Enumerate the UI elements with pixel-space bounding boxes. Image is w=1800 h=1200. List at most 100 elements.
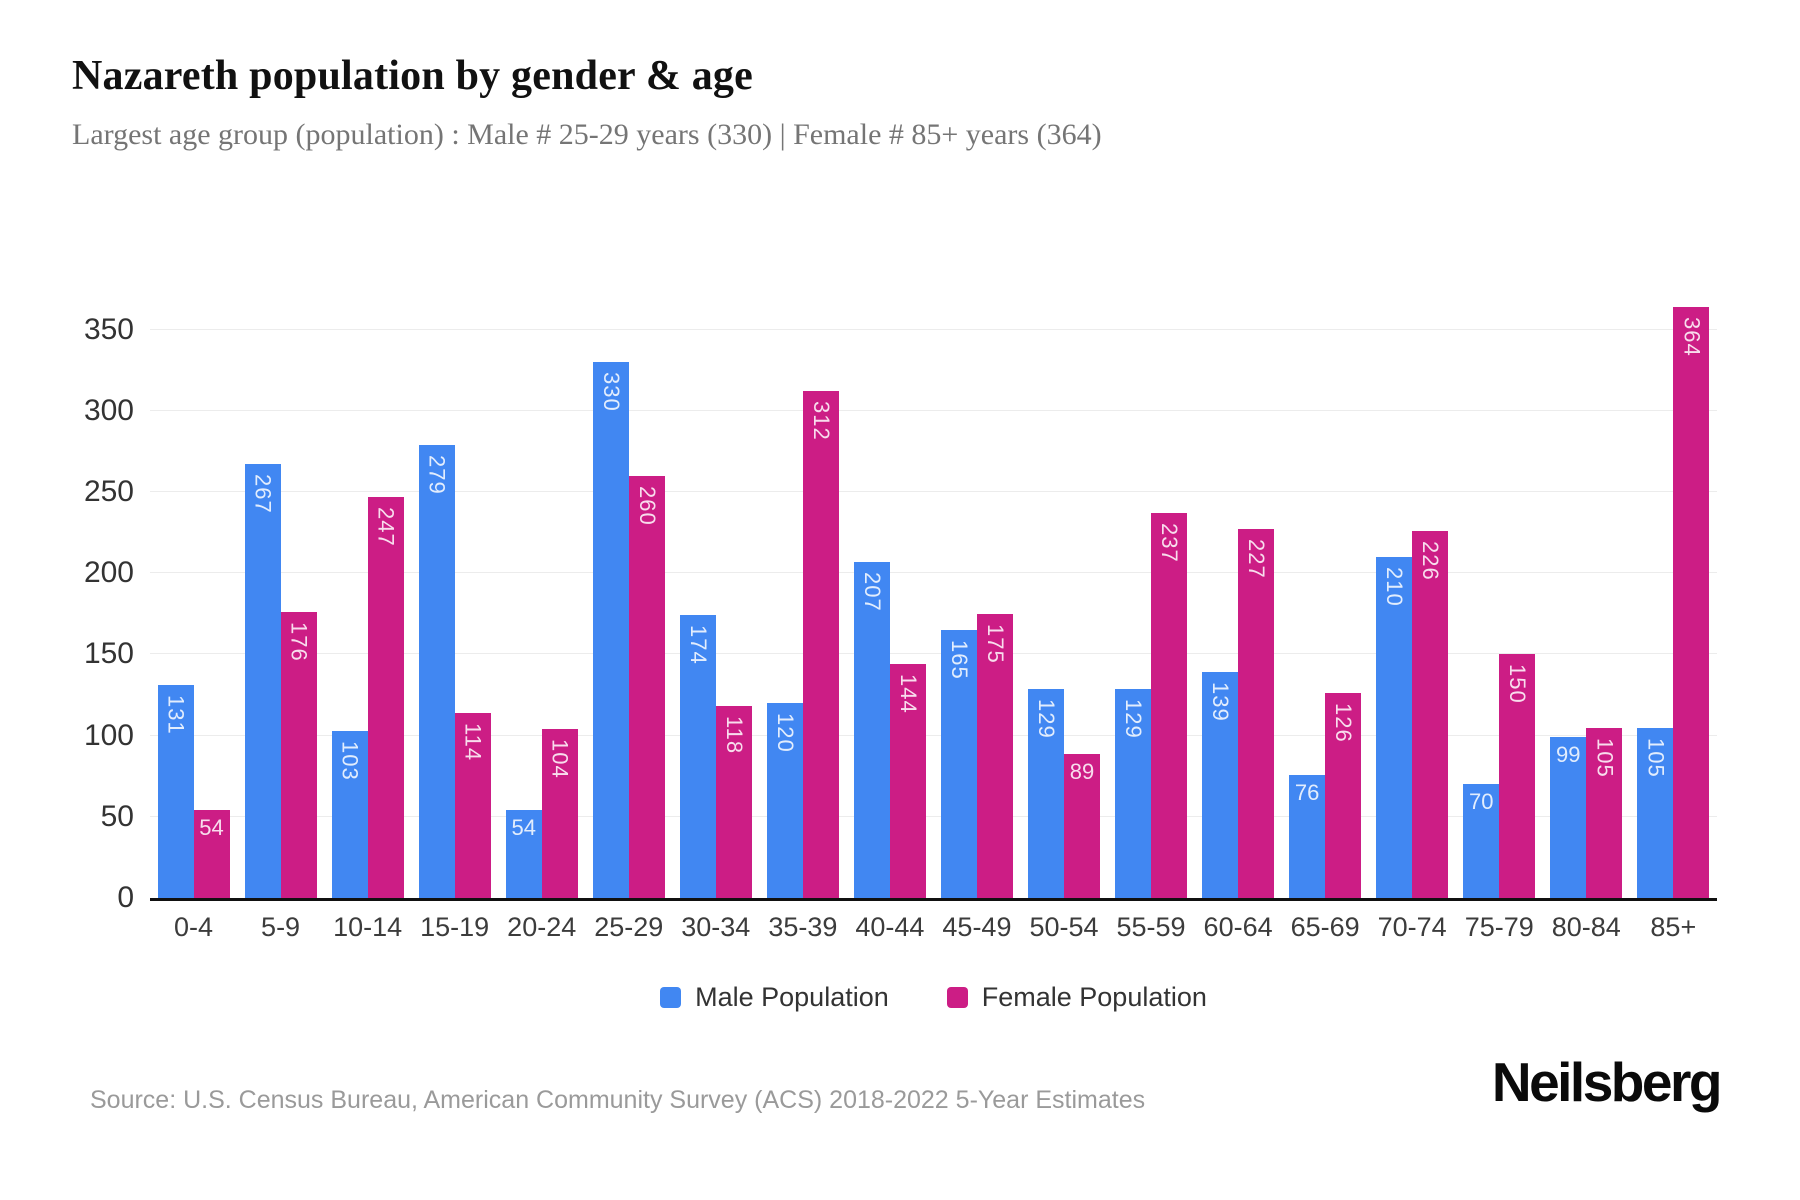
x-axis-label: 55-59	[1116, 912, 1186, 942]
bar-group-70-74: 210 226 70-74	[1376, 268, 1449, 942]
bar-value-label: 131	[163, 695, 189, 736]
bar-value-label: 120	[772, 713, 798, 753]
bar-group-85+: 105 364 85+	[1637, 268, 1710, 942]
y-tick-label: 250	[83, 475, 134, 509]
bar-value-label: 54	[511, 815, 536, 841]
y-tick-label: 200	[83, 556, 134, 590]
y-tick-label: 0	[117, 881, 134, 914]
gridline-100	[150, 734, 1717, 736]
y-axis-labels: 0 50 100 150 200 250 300 350	[0, 268, 134, 912]
gridline-300	[150, 409, 1717, 411]
chart-subtitle: Largest age group (population) : Male # …	[72, 118, 1102, 151]
male-population-bar: 76	[1289, 774, 1326, 898]
x-axis-label: 75-79	[1464, 912, 1534, 942]
bar-value-label: 126	[1331, 703, 1357, 744]
x-axis-label: 15-19	[420, 912, 490, 942]
source-note: Source: U.S. Census Bureau, American Com…	[90, 1086, 1146, 1114]
bar-value-label: 89	[1069, 758, 1095, 784]
legend-marker	[946, 987, 968, 1008]
x-axis-label: 70-74	[1377, 912, 1447, 942]
male-population-bar: 129	[1115, 688, 1152, 898]
x-axis-label: 10-14	[333, 912, 403, 942]
bar-value-label: 227	[1244, 539, 1270, 580]
female-population-bar: 54	[193, 810, 230, 898]
bar-group-45-49: 165 175 45-49	[940, 268, 1013, 942]
bar-value-label: 118	[721, 716, 747, 755]
male-population-bar: 207	[853, 561, 890, 898]
bar-value-label: 174	[685, 625, 711, 666]
y-tick-label: 150	[83, 637, 134, 671]
bar-group-15-19: 279 114 15-19	[418, 268, 491, 942]
bar-group-30-34: 174 118 30-34	[679, 268, 752, 942]
bar-value-label: 312	[808, 401, 834, 442]
female-population-bar: 89	[1063, 753, 1100, 898]
x-axis-label: 80-84	[1551, 912, 1621, 942]
bar-group-40-44: 207 144 40-44	[853, 268, 926, 942]
gridline-250	[150, 491, 1717, 493]
bar-value-label: 103	[337, 740, 363, 781]
bar-group-35-39: 120 312 35-39	[766, 268, 839, 942]
bar-value-label: 237	[1157, 523, 1183, 563]
bar-value-label: 105	[1592, 737, 1618, 778]
bar-group-5-9: 267 176 5-9	[244, 268, 317, 942]
bar-group-60-64: 139 227 60-64	[1202, 268, 1275, 942]
male-population-bar: 54	[505, 810, 542, 898]
x-axis-label: 50-54	[1029, 912, 1099, 942]
y-tick-label: 300	[83, 393, 134, 427]
x-axis-label: 25-29	[594, 912, 664, 942]
bar-value-label: 144	[895, 674, 921, 714]
female-population-bar: 260	[628, 475, 665, 898]
male-population-bar: 120	[766, 703, 803, 898]
bar-value-label: 210	[1382, 567, 1408, 607]
bar-value-label: 99	[1556, 742, 1581, 768]
legend-item-male-population: Male Population	[660, 982, 889, 1013]
gridline-50	[150, 815, 1717, 817]
x-axis-label: 60-64	[1203, 912, 1273, 942]
x-axis-label: 30-34	[681, 912, 751, 942]
brand-logo: Neilsberg	[1491, 1051, 1723, 1113]
female-population-bar: 104	[541, 729, 578, 898]
bar-value-label: 330	[598, 372, 624, 412]
y-tick-label: 350	[83, 312, 134, 346]
female-population-bar: 312	[802, 391, 839, 898]
x-axis-label: 0-4	[174, 912, 214, 942]
legend-label: Male Population	[695, 982, 889, 1012]
female-population-bar: 144	[889, 664, 926, 898]
bar-group-20-24: 54 104 20-24	[505, 268, 578, 942]
x-axis-label: 85+	[1650, 912, 1697, 942]
legend-label: Female Population	[981, 982, 1207, 1012]
plot-area: 131 54 0-4 267 176 5-9 103 247 10-14 279 114 15-19 5…	[150, 268, 1717, 942]
female-population-bar: 176	[280, 612, 317, 898]
bar-value-label: 247	[373, 506, 399, 547]
male-population-bar: 210	[1376, 557, 1413, 898]
x-axis-label: 65-69	[1290, 912, 1360, 942]
bar-value-label: 54	[199, 815, 224, 841]
bar-value-label: 104	[547, 739, 573, 779]
male-population-bar: 267	[244, 464, 281, 898]
bar-value-label: 175	[982, 623, 1008, 664]
bar-value-label: 114	[460, 722, 486, 761]
bar-value-label: 267	[250, 474, 276, 515]
bar-value-label: 260	[634, 485, 660, 526]
bar-value-label: 165	[946, 640, 972, 680]
x-axis-label: 40-44	[855, 912, 925, 942]
female-population-bar: 175	[976, 613, 1013, 898]
legend-item-female-population: Female Population	[946, 982, 1207, 1013]
bar-group-25-29: 330 260 25-29	[592, 268, 665, 942]
x-axis-label: 45-49	[942, 912, 1012, 942]
female-population-bar: 226	[1412, 531, 1449, 898]
male-population-bar: 105	[1637, 727, 1674, 898]
bar-value-label: 139	[1208, 682, 1234, 723]
chart-legend: Male Population Female Population	[150, 982, 1717, 1013]
bar-value-label: 176	[286, 622, 312, 662]
female-population-bar: 118	[715, 706, 752, 898]
gridline-350	[150, 328, 1717, 330]
female-population-bar: 105	[1586, 727, 1623, 898]
chart-title: Nazareth population by gender & age	[72, 53, 753, 99]
male-population-bar: 99	[1550, 737, 1587, 898]
legend-marker	[660, 987, 682, 1008]
male-population-bar: 103	[331, 730, 368, 898]
female-population-bar: 247	[367, 496, 404, 898]
bar-value-label: 226	[1418, 541, 1444, 581]
male-population-bar: 279	[418, 445, 455, 898]
